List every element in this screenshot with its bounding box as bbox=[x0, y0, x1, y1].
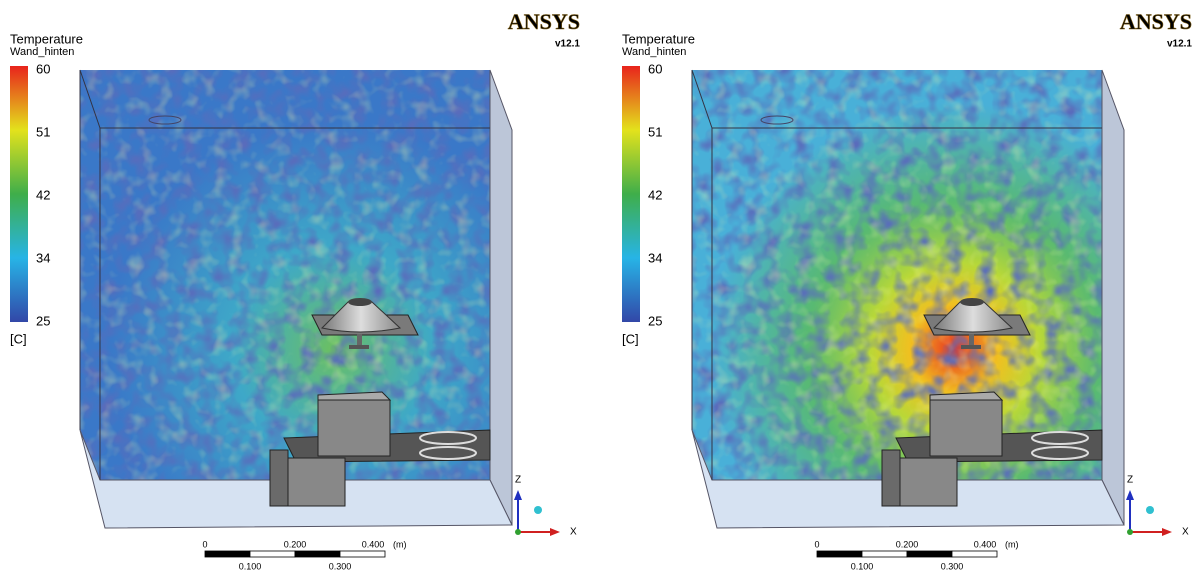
origin bbox=[1127, 529, 1133, 535]
box bbox=[930, 400, 1002, 456]
scale-label: 0.200 bbox=[284, 539, 307, 549]
box-side bbox=[882, 450, 900, 506]
scale-label: 0.100 bbox=[239, 561, 262, 571]
box bbox=[318, 400, 390, 456]
logo-version: v12.1 bbox=[1167, 39, 1192, 50]
scale-segment bbox=[862, 551, 907, 557]
y-sphere bbox=[1146, 506, 1154, 514]
scale-label: 0 bbox=[814, 539, 819, 549]
scale-label: 0.100 bbox=[851, 561, 874, 571]
field-noise bbox=[80, 70, 490, 480]
scale-segment bbox=[952, 551, 997, 557]
scale-label: 0 bbox=[202, 539, 207, 549]
axis-z-label: Z bbox=[515, 475, 521, 486]
legend-tick: 42 bbox=[648, 187, 662, 202]
scale-segment bbox=[295, 551, 340, 557]
legend-tick: 34 bbox=[36, 250, 50, 265]
axis-x-label: X bbox=[1182, 527, 1189, 538]
legend-tick: 51 bbox=[36, 124, 50, 139]
stem-foot bbox=[349, 345, 369, 349]
legend-tick: 25 bbox=[36, 313, 50, 328]
legend-tick: 34 bbox=[648, 250, 662, 265]
legend-tick: 42 bbox=[36, 187, 50, 202]
cone-top bbox=[960, 298, 984, 306]
legend-tick: 60 bbox=[36, 61, 50, 76]
x-arrow bbox=[550, 528, 560, 536]
color-bar bbox=[10, 66, 28, 322]
scale-label: 0.300 bbox=[329, 561, 352, 571]
z-arrow bbox=[514, 490, 522, 500]
side-wall bbox=[490, 70, 512, 525]
legend-title: Temperature bbox=[622, 31, 695, 46]
legend-tick: 51 bbox=[648, 124, 662, 139]
stem-foot bbox=[961, 345, 981, 349]
logo-brand: ANSYS bbox=[1120, 9, 1192, 34]
y-sphere bbox=[534, 506, 542, 514]
logo-version: v12.1 bbox=[555, 39, 580, 50]
legend-unit: [C] bbox=[10, 331, 27, 346]
axis-z-label: Z bbox=[1127, 475, 1133, 486]
legend-subtitle: Wand_hinten bbox=[622, 46, 686, 58]
axis-x-label: X bbox=[570, 527, 577, 538]
z-arrow bbox=[1126, 490, 1134, 500]
legend-unit: [C] bbox=[622, 331, 639, 346]
legend-tick: 25 bbox=[648, 313, 662, 328]
legend-subtitle: Wand_hinten bbox=[10, 46, 74, 58]
scale-unit: (m) bbox=[393, 539, 407, 549]
scale-label: 0.200 bbox=[896, 539, 919, 549]
side-wall bbox=[1102, 70, 1124, 525]
scale-label: 0.400 bbox=[362, 539, 385, 549]
x-arrow bbox=[1162, 528, 1172, 536]
legend-tick: 60 bbox=[648, 61, 662, 76]
screenshot: TemperatureWand_hinten6051423425[C]ANSYS… bbox=[0, 0, 1193, 574]
cone-top bbox=[348, 298, 372, 306]
origin bbox=[515, 529, 521, 535]
scale-segment bbox=[205, 551, 250, 557]
scale-segment bbox=[250, 551, 295, 557]
field-noise bbox=[692, 70, 1102, 480]
color-bar bbox=[622, 66, 640, 322]
stem bbox=[357, 334, 362, 346]
legend-title: Temperature bbox=[10, 31, 83, 46]
scale-unit: (m) bbox=[1005, 539, 1019, 549]
stem bbox=[969, 334, 974, 346]
logo-brand: ANSYS bbox=[508, 9, 580, 34]
scale-segment bbox=[340, 551, 385, 557]
scale-segment bbox=[817, 551, 862, 557]
scale-label: 0.300 bbox=[941, 561, 964, 571]
box-side bbox=[270, 450, 288, 506]
scale-segment bbox=[907, 551, 952, 557]
scale-label: 0.400 bbox=[974, 539, 997, 549]
